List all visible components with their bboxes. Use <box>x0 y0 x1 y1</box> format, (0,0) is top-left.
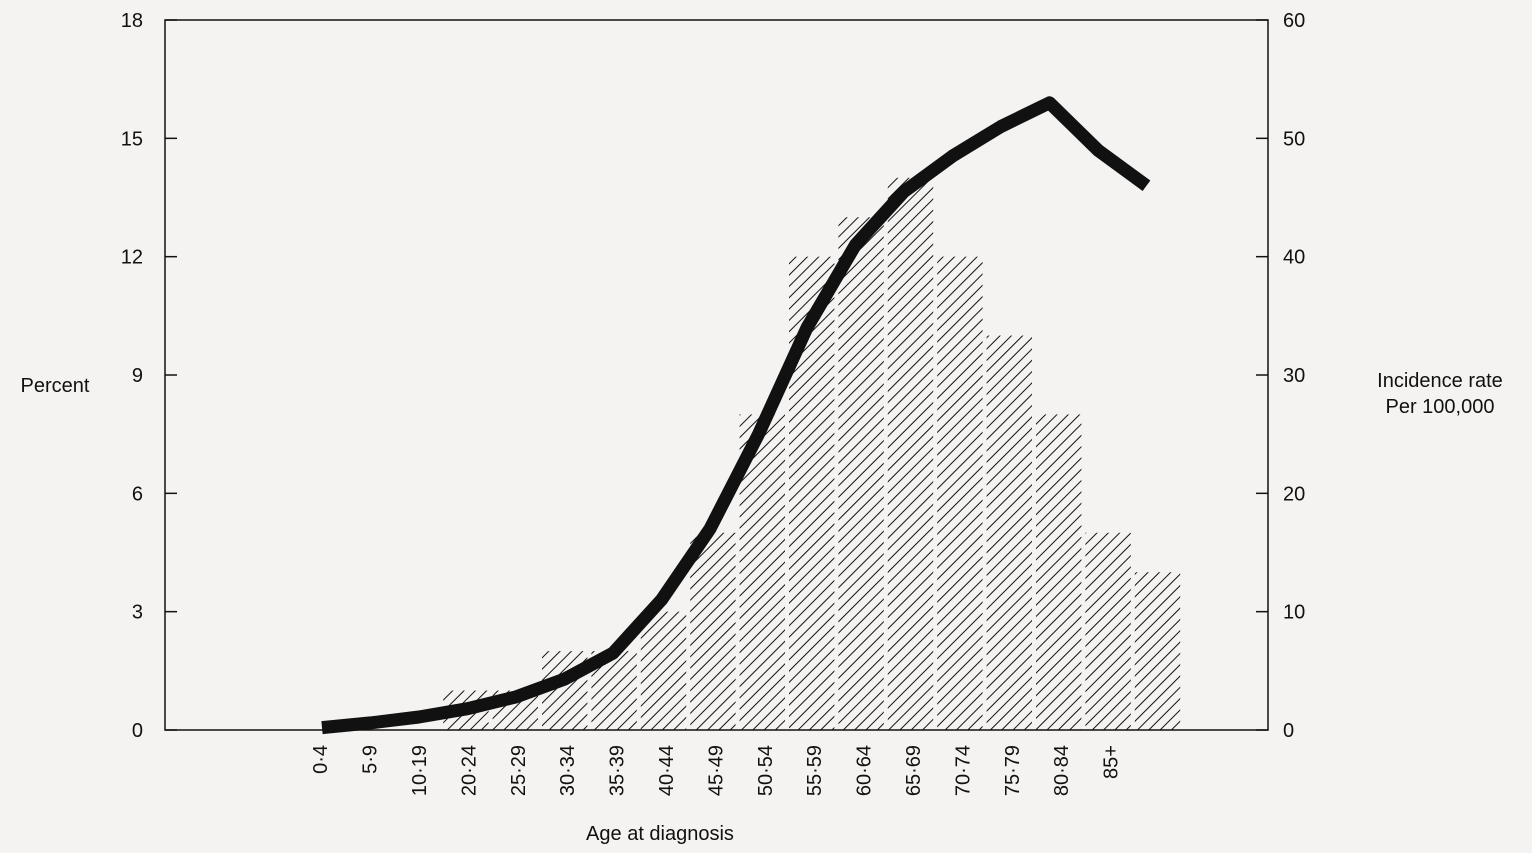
x-tick-label: 55·59 <box>804 745 826 796</box>
x-tick-label: 5·9 <box>360 745 382 774</box>
x-tick-label: 65·69 <box>903 745 925 796</box>
bar-17 <box>1134 572 1181 730</box>
x-tick-label: 80·84 <box>1051 745 1073 796</box>
x-tick-label: 85+ <box>1101 745 1123 779</box>
left-tick-label: 9 <box>132 365 143 387</box>
y2-axis-title-line2: Per 100,000 <box>1386 396 1495 418</box>
x-tick-label: 60·64 <box>854 745 876 796</box>
left-tick-label: 12 <box>121 247 143 269</box>
x-tick-label: 25·29 <box>508 745 530 796</box>
bars-layer <box>443 177 1181 730</box>
x-tick-label: 20·24 <box>458 745 480 796</box>
bar-14 <box>986 335 1032 730</box>
right-tick-label: 60 <box>1283 10 1305 32</box>
x-tick-label: 70·74 <box>952 745 974 796</box>
left-tick-label: 0 <box>132 720 143 742</box>
bar-13 <box>937 256 983 730</box>
x-tick-label: 0·4 <box>310 745 332 774</box>
left-tick-label: 15 <box>121 128 143 150</box>
right-tick-label: 20 <box>1283 483 1305 505</box>
bar-11 <box>838 217 884 730</box>
bar-15 <box>1036 414 1082 730</box>
x-tick-label: 40·44 <box>656 745 678 796</box>
labels-layer: Percent Incidence rate Per 100,000 Age a… <box>21 370 1503 845</box>
x-tick-label: 35·39 <box>607 745 629 796</box>
y2-axis-title-line1: Incidence rate <box>1377 370 1503 392</box>
x-axis-title: Age at diagnosis <box>586 823 734 845</box>
left-tick-label: 3 <box>132 602 143 624</box>
bar-16 <box>1085 532 1131 730</box>
right-tick-label: 0 <box>1283 720 1294 742</box>
bar-7 <box>640 611 687 730</box>
left-tick-label: 6 <box>132 483 143 505</box>
y-axis-title: Percent <box>21 375 90 397</box>
right-tick-label: 40 <box>1283 247 1305 269</box>
axes-layer: 0 3 6 9 12 15 18 0 10 20 30 40 50 60 0·4 5·9 10·19 20·24 2… <box>121 10 1306 796</box>
line-layer <box>321 96 1151 735</box>
incidence-curve <box>321 96 1151 735</box>
right-tick-label: 10 <box>1283 602 1305 624</box>
right-tick-label: 30 <box>1283 365 1305 387</box>
bar-8 <box>690 532 736 730</box>
x-tick-label: 50·54 <box>755 745 777 796</box>
x-tick-label: 75·79 <box>1002 745 1024 796</box>
x-tick-label: 30·34 <box>557 745 579 796</box>
right-tick-label: 50 <box>1283 128 1305 150</box>
x-tick-label: 10·19 <box>409 745 431 796</box>
x-tick-label: 45·49 <box>705 745 727 796</box>
left-tick-label: 18 <box>121 10 143 32</box>
bar-12 <box>887 177 934 730</box>
